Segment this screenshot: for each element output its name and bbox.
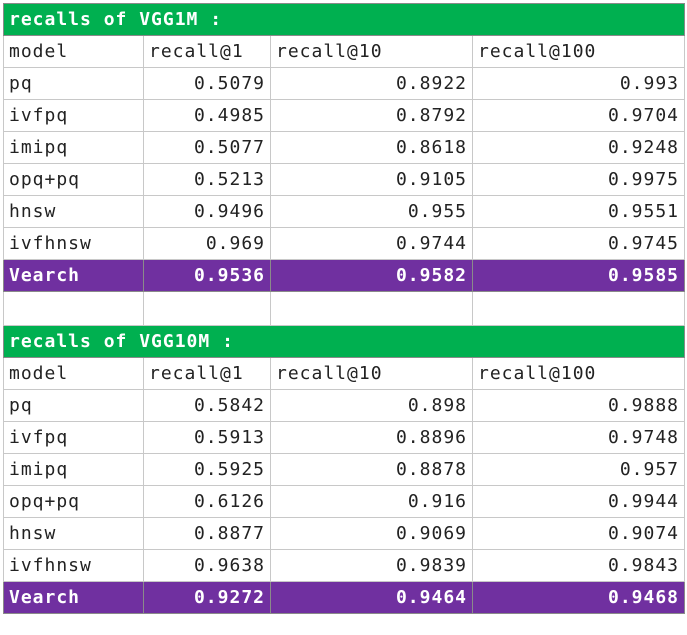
value-cell[interactable]: 0.9748 bbox=[471, 421, 686, 454]
header-cell[interactable]: recall@100 bbox=[471, 35, 686, 68]
value-cell[interactable]: 0.9585 bbox=[471, 259, 686, 292]
value-cell[interactable]: 0.5913 bbox=[143, 421, 271, 454]
table-title-row: recalls of VGG10M : bbox=[2, 325, 686, 358]
value-cell[interactable]: 0.8877 bbox=[143, 517, 271, 550]
value-cell[interactable]: 0.993 bbox=[471, 67, 686, 100]
table-row: hnsw 0.9496 0.955 0.9551 bbox=[3, 195, 686, 228]
model-cell[interactable]: imipq bbox=[3, 131, 144, 164]
value-cell[interactable]: 0.9975 bbox=[471, 163, 686, 196]
value-cell[interactable]: 0.9839 bbox=[270, 549, 473, 582]
table-header-row: model recall@1 recall@10 recall@100 bbox=[3, 357, 686, 390]
model-cell[interactable]: hnsw bbox=[3, 517, 144, 550]
value-cell[interactable]: 0.957 bbox=[471, 453, 686, 486]
value-cell[interactable]: 0.9074 bbox=[471, 517, 686, 550]
value-cell[interactable]: 0.955 bbox=[270, 195, 473, 228]
header-cell[interactable]: model bbox=[3, 357, 144, 390]
table-row: hnsw 0.8877 0.9069 0.9074 bbox=[3, 517, 686, 550]
model-cell[interactable]: ivfpq bbox=[3, 99, 144, 132]
spreadsheet: recalls of VGG1M : model recall@1 recall… bbox=[2, 3, 686, 614]
highlight-row: Vearch 0.9272 0.9464 0.9468 bbox=[3, 581, 686, 614]
model-cell[interactable]: ivfhnsw bbox=[3, 227, 144, 260]
value-cell[interactable]: 0.8878 bbox=[270, 453, 473, 486]
table-row: ivfpq 0.4985 0.8792 0.9704 bbox=[3, 99, 686, 132]
empty-cell[interactable] bbox=[471, 291, 686, 326]
model-cell[interactable]: Vearch bbox=[3, 259, 144, 292]
value-cell[interactable]: 0.898 bbox=[270, 389, 473, 422]
value-cell[interactable]: 0.9468 bbox=[471, 581, 686, 614]
header-cell[interactable]: recall@10 bbox=[270, 35, 473, 68]
value-cell[interactable]: 0.9745 bbox=[471, 227, 686, 260]
empty-cell[interactable] bbox=[143, 291, 271, 326]
value-cell[interactable]: 0.916 bbox=[270, 485, 473, 518]
value-cell[interactable]: 0.9248 bbox=[471, 131, 686, 164]
model-cell[interactable]: ivfpq bbox=[3, 421, 144, 454]
model-cell[interactable]: opq+pq bbox=[3, 485, 144, 518]
table-header-row: model recall@1 recall@10 recall@100 bbox=[3, 35, 686, 68]
table-row: pq 0.5079 0.8922 0.993 bbox=[3, 67, 686, 100]
table-row: ivfhnsw 0.969 0.9744 0.9745 bbox=[3, 227, 686, 260]
value-cell[interactable]: 0.9638 bbox=[143, 549, 271, 582]
value-cell[interactable]: 0.9582 bbox=[270, 259, 473, 292]
model-cell[interactable]: opq+pq bbox=[3, 163, 144, 196]
empty-cell[interactable] bbox=[3, 291, 144, 326]
value-cell[interactable]: 0.4985 bbox=[143, 99, 271, 132]
empty-cell[interactable] bbox=[270, 291, 473, 326]
highlight-row: Vearch 0.9536 0.9582 0.9585 bbox=[3, 259, 686, 292]
value-cell[interactable]: 0.5077 bbox=[143, 131, 271, 164]
table-row: ivfpq 0.5913 0.8896 0.9748 bbox=[3, 421, 686, 454]
header-cell[interactable]: recall@100 bbox=[471, 357, 686, 390]
model-cell[interactable]: ivfhnsw bbox=[3, 549, 144, 582]
value-cell[interactable]: 0.9843 bbox=[471, 549, 686, 582]
table-row: pq 0.5842 0.898 0.9888 bbox=[3, 389, 686, 422]
value-cell[interactable]: 0.5842 bbox=[143, 389, 271, 422]
value-cell[interactable]: 0.5213 bbox=[143, 163, 271, 196]
header-cell[interactable]: model bbox=[3, 35, 144, 68]
value-cell[interactable]: 0.5925 bbox=[143, 453, 271, 486]
table-row: ivfhnsw 0.9638 0.9839 0.9843 bbox=[3, 549, 686, 582]
model-cell[interactable]: Vearch bbox=[3, 581, 144, 614]
table-row: opq+pq 0.6126 0.916 0.9944 bbox=[3, 485, 686, 518]
value-cell[interactable]: 0.9105 bbox=[270, 163, 473, 196]
value-cell[interactable]: 0.5079 bbox=[143, 67, 271, 100]
value-cell[interactable]: 0.9464 bbox=[270, 581, 473, 614]
header-cell[interactable]: recall@1 bbox=[143, 35, 271, 68]
model-cell[interactable]: pq bbox=[3, 67, 144, 100]
model-cell[interactable]: hnsw bbox=[3, 195, 144, 228]
value-cell[interactable]: 0.8896 bbox=[270, 421, 473, 454]
table-row: imipq 0.5925 0.8878 0.957 bbox=[3, 453, 686, 486]
value-cell[interactable]: 0.6126 bbox=[143, 485, 271, 518]
value-cell[interactable]: 0.8618 bbox=[270, 131, 473, 164]
value-cell[interactable]: 0.9744 bbox=[270, 227, 473, 260]
value-cell[interactable]: 0.9944 bbox=[471, 485, 686, 518]
table-title[interactable]: recalls of VGG1M : bbox=[2, 3, 686, 36]
model-cell[interactable]: pq bbox=[3, 389, 144, 422]
table-title[interactable]: recalls of VGG10M : bbox=[2, 325, 686, 358]
value-cell[interactable]: 0.9272 bbox=[143, 581, 271, 614]
value-cell[interactable]: 0.9069 bbox=[270, 517, 473, 550]
value-cell[interactable]: 0.9551 bbox=[471, 195, 686, 228]
value-cell[interactable]: 0.9536 bbox=[143, 259, 271, 292]
value-cell[interactable]: 0.8792 bbox=[270, 99, 473, 132]
header-cell[interactable]: recall@10 bbox=[270, 357, 473, 390]
value-cell[interactable]: 0.8922 bbox=[270, 67, 473, 100]
blank-row bbox=[3, 291, 686, 326]
value-cell[interactable]: 0.9496 bbox=[143, 195, 271, 228]
model-cell[interactable]: imipq bbox=[3, 453, 144, 486]
value-cell[interactable]: 0.9888 bbox=[471, 389, 686, 422]
value-cell[interactable]: 0.9704 bbox=[471, 99, 686, 132]
value-cell[interactable]: 0.969 bbox=[143, 227, 271, 260]
header-cell[interactable]: recall@1 bbox=[143, 357, 271, 390]
table-row: imipq 0.5077 0.8618 0.9248 bbox=[3, 131, 686, 164]
table-title-row: recalls of VGG1M : bbox=[2, 3, 686, 36]
table-row: opq+pq 0.5213 0.9105 0.9975 bbox=[3, 163, 686, 196]
